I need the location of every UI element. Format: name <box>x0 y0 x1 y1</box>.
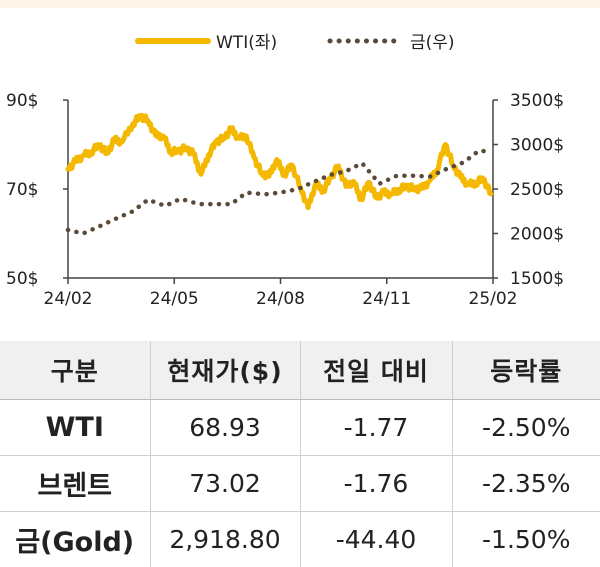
x-tick-label: 24/02 <box>44 289 93 309</box>
row-change-rate: -2.50% <box>452 400 600 456</box>
row-change-rate: -2.35% <box>452 456 600 512</box>
x-tick-label: 25/02 <box>469 289 518 309</box>
table-row-brent: 브렌트 73.02 -1.76 -2.35% <box>0 456 600 512</box>
axes: 90$ 70$ 50$ 3500$ 3000$ 2500$ 2000$ 1500$ 24/0… <box>6 91 564 309</box>
table-row-wti: WTI 68.93 -1.77 -2.50% <box>0 400 600 456</box>
y-right-tick-label: 2500$ <box>510 180 564 200</box>
row-change-rate: -1.50% <box>452 512 600 567</box>
row-name: WTI <box>0 400 150 456</box>
series-line-wti <box>68 115 491 208</box>
y-right-tick-label: 3500$ <box>510 91 564 111</box>
header-change: 전일 대비 <box>300 341 452 400</box>
header-category: 구분 <box>0 341 150 400</box>
x-tick-label: 24/08 <box>256 289 305 309</box>
row-name: 브렌트 <box>0 456 150 512</box>
y-right-tick-label: 3000$ <box>510 136 564 156</box>
legend-gold-label: 금(우) <box>410 33 455 53</box>
row-change: -44.40 <box>300 512 452 567</box>
legend-wti-label: WTI(좌) <box>216 33 277 53</box>
row-change: -1.76 <box>300 456 452 512</box>
y-right-tick-label: 1500$ <box>510 269 564 289</box>
table-row-gold: 금(Gold) 2,918.80 -44.40 -1.50% <box>0 512 600 567</box>
row-name: 금(Gold) <box>0 512 150 567</box>
table-header-row: 구분 현재가($) 전일 대비 등락률 <box>0 341 600 400</box>
y-right-tick-label: 2000$ <box>510 225 564 245</box>
header-change-rate: 등락률 <box>452 341 600 400</box>
row-current-price: 68.93 <box>150 400 300 456</box>
y-left-tick-label: 50$ <box>6 269 38 289</box>
row-change: -1.77 <box>300 400 452 456</box>
x-tick-label: 24/11 <box>362 289 411 309</box>
row-current-price: 73.02 <box>150 456 300 512</box>
header-current-price: 현재가($) <box>150 341 300 400</box>
x-tick-label: 24/05 <box>150 289 199 309</box>
price-table: 구분 현재가($) 전일 대비 등락률 WTI 68.93 -1.77 -2.5… <box>0 341 600 567</box>
price-chart: WTI(좌) 금(우) 90$ 70$ 50$ 3500$ 3000$ 2500$ 200… <box>0 20 600 340</box>
y-left-tick-label: 90$ <box>6 91 38 111</box>
row-current-price: 2,918.80 <box>150 512 300 567</box>
legend: WTI(좌) 금(우) <box>138 33 455 53</box>
top-accent-bar <box>0 0 600 8</box>
y-left-tick-label: 70$ <box>6 180 38 200</box>
